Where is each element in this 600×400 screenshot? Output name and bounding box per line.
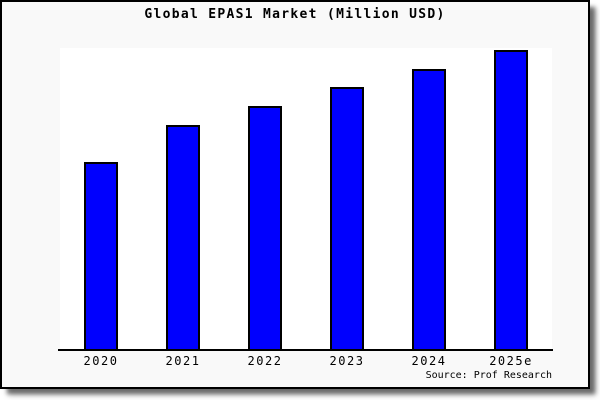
chart-frame: Global EPAS1 Market (Million USD) 2020 20… <box>0 0 590 389</box>
x-axis-labels: 2020 2021 2022 2023 2024 2025e <box>60 354 552 368</box>
bar-slot-2023 <box>306 48 388 350</box>
bar-2025e <box>494 50 528 350</box>
bar-2024 <box>412 69 446 350</box>
x-tick-label-2025e: 2025e <box>489 354 533 368</box>
bar-slot-2020 <box>60 48 142 350</box>
chart-title: Global EPAS1 Market (Million USD) <box>144 7 446 22</box>
bar-slot-2024 <box>388 48 470 350</box>
bar-2023 <box>330 87 364 350</box>
x-tick-label-2022: 2022 <box>247 354 283 368</box>
x-tick-label-2024: 2024 <box>411 354 447 368</box>
bar-2021 <box>166 125 200 350</box>
x-tick-label-2021: 2021 <box>165 354 201 368</box>
x-axis-line <box>58 349 553 351</box>
bar-2022 <box>248 106 282 350</box>
bar-slot-2022 <box>224 48 306 350</box>
x-tick-label-2020: 2020 <box>83 354 119 368</box>
bar-slot-2025e <box>470 48 552 350</box>
plot-area <box>60 48 552 350</box>
x-tick-label-2023: 2023 <box>329 354 365 368</box>
bar-2020 <box>84 162 118 350</box>
bar-slot-2021 <box>142 48 224 350</box>
source-note: Source: Prof Research <box>425 370 552 381</box>
